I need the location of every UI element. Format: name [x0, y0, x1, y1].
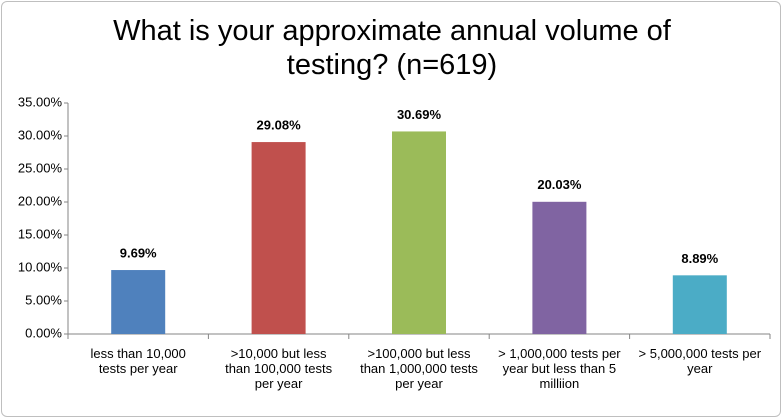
bar: [392, 131, 446, 334]
value-label: 20.03%: [537, 177, 582, 192]
value-label: 29.08%: [257, 118, 302, 133]
x-tick-label: > 5,000,000 tests per year: [638, 346, 762, 376]
x-tick-label: less than 10,000 tests per year: [90, 346, 186, 376]
x-tick-label: >100,000 but less than 1,000,000 tests p…: [360, 346, 478, 391]
value-label: 8.89%: [681, 251, 718, 266]
y-tick-label: 35.00%: [18, 94, 63, 109]
bar: [111, 270, 166, 334]
x-tick-label: > 1,000,000 tests per year but less than…: [498, 346, 621, 391]
y-tick-label: 25.00%: [18, 160, 63, 175]
y-tick-label: 10.00%: [18, 259, 63, 274]
value-label: 30.69%: [397, 107, 442, 122]
bar: [251, 142, 306, 334]
bar: [672, 275, 727, 334]
y-tick-label: 0.00%: [25, 325, 62, 340]
value-label: 9.69%: [120, 245, 157, 260]
y-tick-label: 30.00%: [18, 127, 63, 142]
bar: [532, 201, 587, 334]
y-tick-label: 20.00%: [18, 193, 63, 208]
chart-title: What is your approximate annual volume o…: [113, 15, 671, 81]
y-tick-label: 15.00%: [18, 226, 63, 241]
x-tick-label: >10,000 but less than 100,000 tests per …: [225, 346, 333, 391]
y-tick-label: 5.00%: [25, 292, 62, 307]
